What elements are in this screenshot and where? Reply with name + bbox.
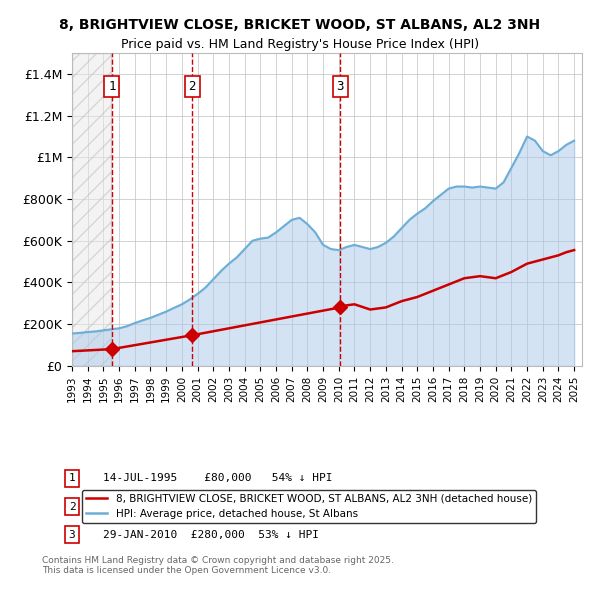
Text: 3: 3 — [68, 530, 76, 540]
Text: 1: 1 — [108, 80, 116, 93]
Text: 3: 3 — [336, 80, 344, 93]
Legend: 8, BRIGHTVIEW CLOSE, BRICKET WOOD, ST ALBANS, AL2 3NH (detached house), HPI: Ave: 8, BRIGHTVIEW CLOSE, BRICKET WOOD, ST AL… — [82, 490, 536, 523]
Text: 8, BRIGHTVIEW CLOSE, BRICKET WOOD, ST ALBANS, AL2 3NH: 8, BRIGHTVIEW CLOSE, BRICKET WOOD, ST AL… — [59, 18, 541, 32]
Bar — [72, 53, 111, 366]
Text: 14-JUL-1995    £80,000   54% ↓ HPI: 14-JUL-1995 £80,000 54% ↓ HPI — [103, 473, 332, 483]
Text: 29-JAN-2010  £280,000  53% ↓ HPI: 29-JAN-2010 £280,000 53% ↓ HPI — [103, 530, 319, 540]
Text: 1: 1 — [68, 473, 76, 483]
Text: Price paid vs. HM Land Registry's House Price Index (HPI): Price paid vs. HM Land Registry's House … — [121, 38, 479, 51]
Text: 25-AUG-2000   £146,500  58% ↓ HPI: 25-AUG-2000 £146,500 58% ↓ HPI — [103, 502, 325, 512]
Text: Contains HM Land Registry data © Crown copyright and database right 2025.
This d: Contains HM Land Registry data © Crown c… — [42, 556, 394, 575]
Text: 2: 2 — [68, 502, 76, 512]
Text: 2: 2 — [188, 80, 196, 93]
